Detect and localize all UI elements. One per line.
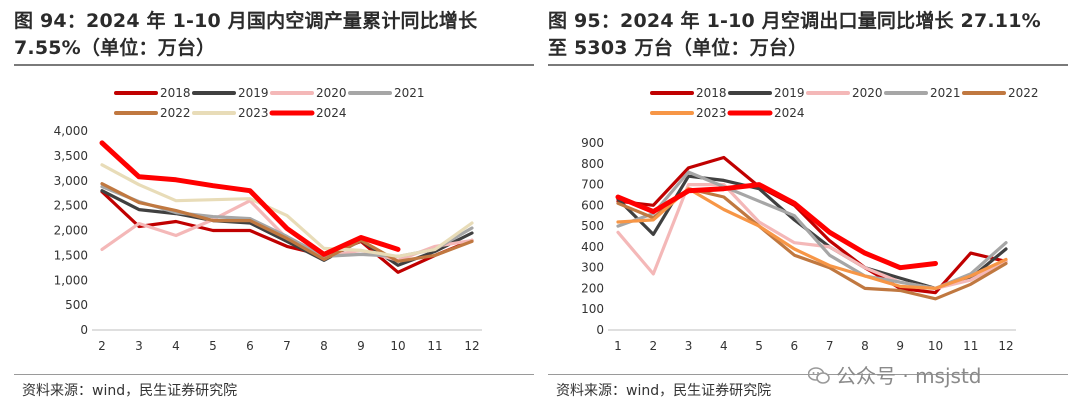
right-ytick-label: 300 [581,261,604,275]
right-xtick-label: 2 [649,339,657,353]
left-title-line2: 7.55%（单位：万台） [14,37,216,59]
right-legend-label-2019: 2019 [774,86,805,100]
left-ytick-label: 2,500 [54,199,88,213]
right-chart-panel: 图 95：2024 年 1-10 月空调出口量同比增长 27.11% 至 530… [548,0,1068,415]
left-title-divider [14,64,534,66]
right-ytick-label: 700 [581,178,604,192]
left-ytick-label: 1,000 [54,273,88,287]
right-ytick-label: 500 [581,219,604,233]
left-xtick-label: 9 [357,339,365,353]
right-title-divider [548,64,1068,66]
left-title-line1: 图 94：2024 年 1-10 月国内空调产量累计同比增长 [14,10,478,32]
right-series-2023 [616,187,1008,290]
right-xtick-label: 6 [791,339,799,353]
right-xtick-label: 5 [755,339,763,353]
right-xtick-label: 12 [998,339,1013,353]
watermark: 公众号 · msjstd [808,360,982,389]
right-legend-label-2021: 2021 [930,86,961,100]
right-ytick-label: 600 [581,198,604,212]
right-xtick-label: 1 [614,339,622,353]
left-xtick-label: 3 [135,339,143,353]
left-legend-label-2022: 2022 [160,106,191,120]
left-xtick-label: 10 [390,339,405,353]
left-legend-label-2019: 2019 [238,86,269,100]
left-legend-label-2021: 2021 [394,86,425,100]
left-ytick-label: 0 [80,323,88,337]
right-legend-label-2023: 2023 [696,106,727,120]
right-title-line2: 至 5303 万台（单位：万台） [548,37,808,59]
right-ytick-label: 400 [581,240,604,254]
left-series-2023 [100,163,474,258]
left-legend-label-2023: 2023 [238,106,269,120]
right-ytick-label: 200 [581,281,604,295]
right-legend-label-2020: 2020 [852,86,883,100]
left-chart-panel: 图 94：2024 年 1-10 月国内空调产量累计同比增长 7.55%（单位：… [14,0,534,415]
right-xtick-label: 10 [928,339,943,353]
right-source-note: 资料来源：wind，民生证券研究院 [556,383,772,399]
left-series-2022 [100,182,474,263]
left-source-divider [14,374,534,375]
right-xtick-label: 11 [963,339,978,353]
left-legend-label-2018: 2018 [160,86,191,100]
left-chart-title: 图 94：2024 年 1-10 月国内空调产量累计同比增长 7.55%（单位：… [14,8,534,62]
right-legend-label-2022: 2022 [1008,86,1039,100]
left-ytick-label: 1,500 [54,248,88,262]
left-xtick-label: 2 [98,339,106,353]
right-xtick-label: 8 [861,339,869,353]
left-ytick-label: 2,000 [54,224,88,238]
left-legend-label-2024: 2024 [316,106,347,120]
right-ytick-label: 0 [596,323,604,337]
left-xtick-label: 7 [283,339,291,353]
right-xtick-label: 7 [826,339,834,353]
left-series-2024 [99,140,401,257]
left-xtick-label: 11 [427,339,442,353]
left-ytick-label: 3,500 [54,149,88,163]
left-source-note: 资料来源：wind，民生证券研究院 [22,383,238,399]
right-ytick-label: 100 [581,302,604,316]
right-legend-label-2024: 2024 [774,106,805,120]
left-xtick-label: 4 [172,339,180,353]
wechat-icon [808,367,830,384]
right-ytick-label: 800 [581,157,604,171]
right-ytick-label: 900 [581,136,604,150]
left-xtick-label: 12 [464,339,479,353]
right-xtick-label: 9 [896,339,904,353]
right-chart-title: 图 95：2024 年 1-10 月空调出口量同比增长 27.11% 至 530… [548,8,1068,62]
right-series-2024 [615,182,938,271]
right-xtick-label: 3 [685,339,693,353]
left-xtick-label: 8 [320,339,328,353]
left-line-chart: 0 500 1,000 1,500 2,000 2,500 3,000 3,500 4,000 2… [54,86,482,353]
watermark-text: 公众号 · msjstd [836,364,982,388]
right-series-2019 [616,174,1008,290]
left-xtick-label: 5 [209,339,217,353]
left-series-2018 [100,190,474,274]
right-xtick-label: 4 [720,339,728,353]
left-legend-label-2020: 2020 [316,86,347,100]
right-series-2018 [616,155,1008,295]
left-xtick-label: 6 [246,339,254,353]
left-ytick-label: 4,000 [54,124,88,138]
right-series-2021 [616,170,1008,290]
left-ytick-label: 3,000 [54,174,88,188]
right-title-line1: 图 95：2024 年 1-10 月空调出口量同比增长 27.11% [548,10,1041,32]
right-legend-label-2018: 2018 [696,86,727,100]
left-ytick-label: 500 [65,298,88,312]
